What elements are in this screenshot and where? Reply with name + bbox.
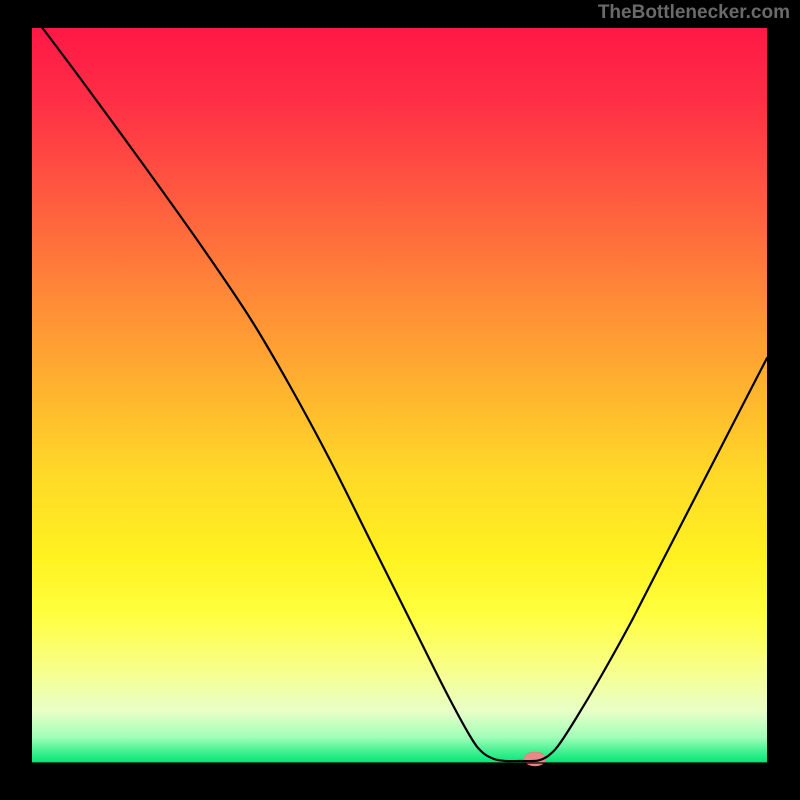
chart-plot-area xyxy=(32,28,767,763)
bottleneck-chart xyxy=(0,0,800,800)
watermark-text: TheBottlenecker.com xyxy=(598,2,790,24)
chart-container: TheBottlenecker.com xyxy=(0,0,800,800)
